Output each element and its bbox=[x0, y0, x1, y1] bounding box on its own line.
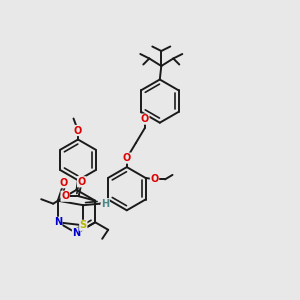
Text: N: N bbox=[72, 228, 81, 238]
Text: O: O bbox=[74, 125, 82, 136]
Text: N: N bbox=[54, 217, 62, 227]
Text: H: H bbox=[101, 199, 109, 209]
Text: O: O bbox=[78, 177, 86, 187]
Text: O: O bbox=[61, 191, 69, 201]
Text: O: O bbox=[141, 114, 149, 124]
Text: O: O bbox=[60, 178, 68, 188]
Text: O: O bbox=[150, 174, 159, 184]
Text: S: S bbox=[80, 220, 87, 230]
Text: O: O bbox=[123, 153, 131, 163]
